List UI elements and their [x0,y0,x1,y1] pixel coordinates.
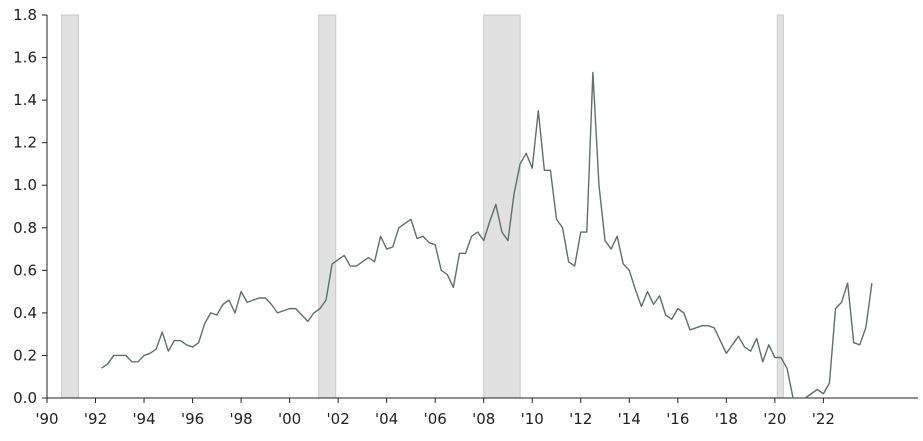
x-tick-label: '04 [375,410,398,428]
series-layer [101,71,873,399]
x-tick-label: '12 [569,410,592,428]
x-tick-label: '08 [472,410,495,428]
shaded-period-2 [483,14,521,399]
y-tick-labels: 0.0 0.2 0.4 0.6 0.8 1.0 1.2 1.4 1.6 1.8 [13,6,37,407]
axes [42,14,918,403]
x-tick-label: '98 [229,410,252,428]
x-tick-label: '92 [84,410,107,428]
shaded-period-0 [61,14,80,399]
y-tick-label: 0.8 [13,219,37,237]
x-tick-label: '96 [181,410,204,428]
x-tick-label: '20 [763,410,786,428]
recession-shading [61,14,784,399]
y-tick-label: 1.6 [13,49,37,67]
y-tick-label: 0.0 [13,389,37,407]
x-tick-label: '02 [327,410,350,428]
y-tick-label: 1.0 [13,176,37,194]
x-tick-label: '90 [35,410,58,428]
x-tick-label: '94 [132,410,155,428]
x-tick-label: '10 [521,410,544,428]
y-tick-label: 1.2 [13,134,37,152]
y-tick-label: 0.6 [13,261,37,279]
y-tick-label: 0.4 [13,304,37,322]
x-tick-label: '16 [666,410,689,428]
x-tick-label: '14 [618,410,641,428]
series-line-0 [101,71,873,399]
y-tick-label: 0.2 [13,346,37,364]
x-tick-labels: '90 '92 '94 '96 '98 '00 '02 '04 '06 '08 '10 '12 '14 '… [35,410,835,428]
shaded-period-1 [318,14,337,399]
x-tick-label: '00 [278,410,301,428]
x-tick-label: '22 [812,410,835,428]
x-tick-label: '18 [715,410,738,428]
shaded-period-3 [776,14,784,399]
y-tick-label: 1.8 [13,6,37,24]
y-tick-label: 1.4 [13,91,37,109]
x-tick-label: '06 [424,410,447,428]
